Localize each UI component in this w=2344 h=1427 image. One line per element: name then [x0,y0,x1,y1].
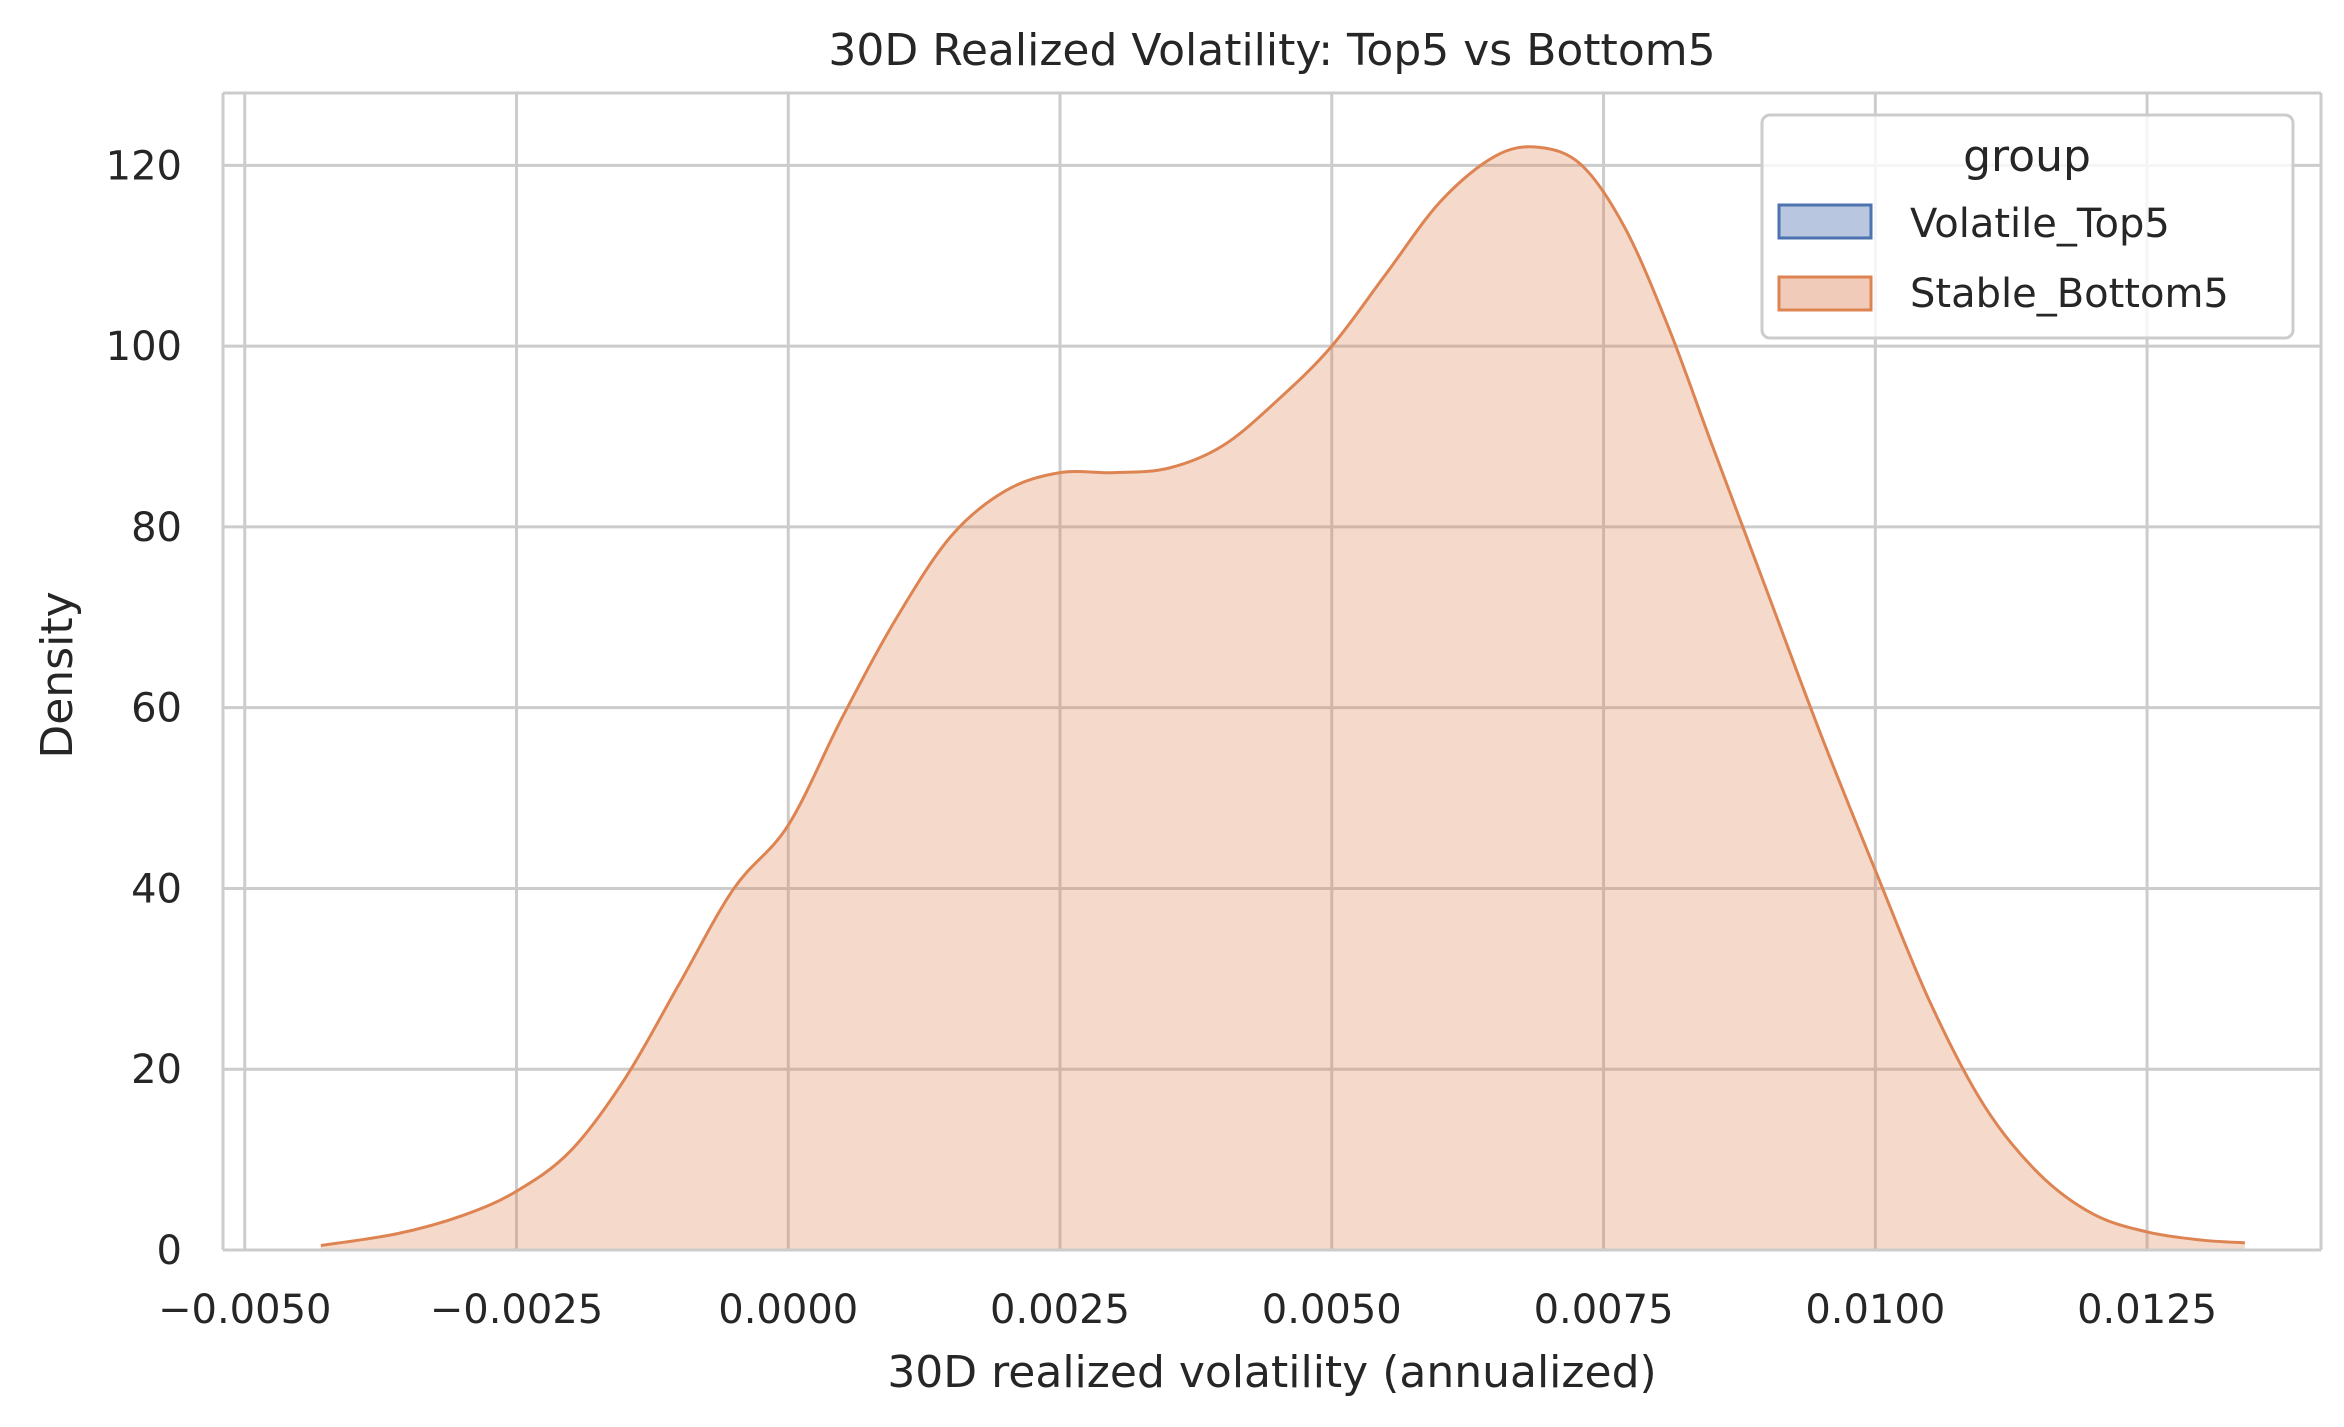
legend: group Volatile_Top5 Stable_Bottom5 [1760,113,2295,340]
legend-swatch-stable-bottom5 [1777,275,1873,312]
legend-title: group [1963,131,2091,182]
x-tick-label: 0.0025 [990,1287,1130,1333]
y-tick-label: 60 [131,686,182,732]
legend-box [1760,113,2295,340]
x-axis-label: 30D realized volatility (annualized) [887,1347,1656,1398]
y-tick-label: 100 [106,324,182,370]
x-tick-label: 0.0100 [1805,1287,1945,1333]
axes-frame [221,91,2323,1252]
x-tick-label: 0.0125 [2077,1287,2217,1333]
x-tick-label: 0.0000 [718,1287,858,1333]
legend-swatch-volatile-top5 [1777,203,1873,240]
y-tick-label: 20 [131,1047,182,1093]
x-tick-labels: −0.0050 −0.0025 0.0000 0.0025 0.0050 0.0075 0.… [158,1287,2217,1333]
y-tick-labels: 0 20 40 60 80 100 120 [106,143,182,1274]
density-area-stable-bottom5 [320,146,2245,1250]
density-line-stable-bottom5 [320,145,2246,1247]
y-axis-label: Density [32,591,83,758]
y-tick-label: 40 [131,866,182,912]
x-tick-label: 0.0075 [1534,1287,1674,1333]
y-tick-label: 0 [157,1228,182,1274]
legend-label-stable-bottom5: Stable_Bottom5 [1910,271,2229,317]
chart-title: 30D Realized Volatility: Top5 vs Bottom5 [828,25,1715,76]
series-layer [320,145,2246,1250]
y-tick-label: 120 [106,143,182,189]
x-tick-label: −0.0050 [158,1287,331,1333]
x-tick-label: 0.0050 [1262,1287,1402,1333]
legend-label-volatile-top5: Volatile_Top5 [1910,201,2170,247]
y-tick-label: 80 [131,505,182,551]
x-tick-label: −0.0025 [430,1287,603,1333]
